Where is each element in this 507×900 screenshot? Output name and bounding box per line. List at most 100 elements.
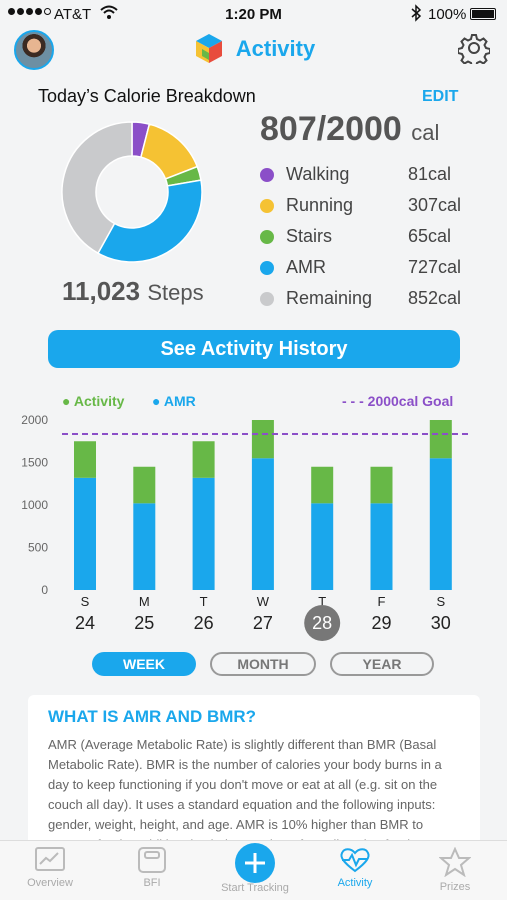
- legend-name: Walking: [286, 164, 350, 184]
- donut-slice-amr: [96, 179, 203, 263]
- chart-legend-activity-label: Activity: [73, 393, 125, 409]
- bar-amr: [133, 503, 156, 590]
- calorie-total: 807/2000 cal: [260, 110, 439, 149]
- calorie-total-unit: cal: [411, 120, 440, 145]
- battery-percent: 100%: [428, 6, 467, 23]
- heart-pulse-icon: [340, 848, 370, 873]
- week-toggle[interactable]: WEEK: [92, 652, 196, 676]
- y-tick-label: 2000: [21, 413, 48, 427]
- calorie-total-value: 807/2000: [260, 110, 402, 148]
- legend-value: 65cal: [408, 226, 452, 246]
- legend-value: 852cal: [408, 288, 462, 308]
- legend-row-stairs: Stairs 65cal: [258, 222, 478, 253]
- bluetooth-icon: [411, 4, 422, 22]
- tab-bfi[interactable]: BFI: [102, 847, 202, 889]
- breakdown-title: Today’s Calorie Breakdown: [38, 86, 256, 106]
- tab-prizes[interactable]: Prizes: [405, 847, 505, 893]
- start-tracking-button[interactable]: [235, 843, 275, 883]
- x-tick-date[interactable]: 24: [75, 613, 95, 633]
- y-tick-label: 500: [28, 541, 48, 555]
- amr-dot: [260, 261, 274, 275]
- x-tick-day: F: [378, 594, 386, 609]
- chart-legend-goal: - - - 2000cal Goal: [342, 393, 454, 409]
- x-tick-date[interactable]: 28: [312, 613, 332, 633]
- see-activity-history-button[interactable]: See Activity History: [48, 330, 460, 368]
- carrier-label: AT&T: [54, 6, 92, 23]
- battery-icon: [470, 8, 496, 20]
- month-toggle[interactable]: MONTH: [210, 652, 316, 676]
- bar-amr: [429, 458, 452, 590]
- legend-name: Remaining: [286, 288, 373, 308]
- y-tick-label: 1500: [21, 456, 48, 470]
- edit-button[interactable]: EDIT: [422, 88, 459, 105]
- x-tick-date[interactable]: 29: [371, 613, 391, 633]
- start-tracking-label: Start Tracking: [221, 882, 289, 894]
- legend-value: 307cal: [408, 195, 462, 215]
- selected-date-marker[interactable]: [304, 605, 341, 641]
- bar-activity: [251, 420, 274, 459]
- legend-name: Running: [286, 195, 354, 215]
- legend-value: 727cal: [408, 257, 462, 277]
- x-tick-day: W: [257, 594, 270, 609]
- remaining-dot: [260, 292, 274, 306]
- calorie-legend: Walking 81cal Running 307cal Stairs 65ca…: [258, 160, 478, 315]
- tab-activity[interactable]: Activity: [305, 847, 405, 889]
- x-tick-date[interactable]: 25: [134, 613, 154, 633]
- page-title: Activity: [235, 36, 316, 61]
- legend-name: AMR: [286, 257, 326, 277]
- amr-info-card: WHAT IS AMR AND BMR? AMR (Average Metabo…: [28, 695, 480, 845]
- signal-icon: [8, 8, 51, 15]
- x-tick-date[interactable]: 30: [431, 613, 451, 633]
- tab-overview-label: Overview: [27, 877, 73, 889]
- x-tick-day: T: [318, 594, 326, 609]
- info-title: WHAT IS AMR AND BMR?: [48, 707, 257, 726]
- tab-activity-label: Activity: [337, 877, 373, 889]
- year-toggle[interactable]: YEAR: [330, 652, 434, 676]
- bar-activity: [429, 420, 452, 459]
- chart-icon: [35, 847, 65, 871]
- legend-row-running: Running 307cal: [258, 191, 478, 222]
- legend-name: Stairs: [286, 226, 333, 246]
- chart-legend-amr: ● AMR: [152, 393, 196, 409]
- tab-overview[interactable]: Overview: [0, 847, 100, 889]
- scale-icon: [138, 847, 166, 873]
- activity-bar-chart: 0 500 1000 1500 2000 S 24 M 25 T 26 W 27 T 28 F 29 S 30: [0, 385, 507, 645]
- tab-prizes-label: Prizes: [439, 881, 471, 893]
- legend-row-amr: AMR 727cal: [258, 253, 478, 284]
- chart-legend-goal-label: 2000cal Goal: [367, 393, 454, 409]
- bar-amr: [251, 458, 274, 590]
- bar-amr: [311, 503, 334, 590]
- running-dot: [260, 199, 274, 213]
- bar-activity: [74, 441, 96, 478]
- bar-activity: [133, 466, 156, 504]
- x-tick-date[interactable]: 27: [253, 613, 273, 633]
- chart-legend-activity: ● Activity: [62, 393, 125, 409]
- steps-unit: Steps: [147, 280, 204, 305]
- x-tick-day: S: [81, 594, 90, 609]
- stairs-dot: [260, 230, 274, 244]
- donut-slice-remaining: [61, 121, 133, 255]
- bar-activity: [192, 441, 215, 478]
- avatar[interactable]: [14, 30, 54, 70]
- gear-icon[interactable]: [458, 32, 490, 64]
- legend-row-remaining: Remaining 852cal: [258, 284, 478, 315]
- status-bar: AT&T 1:20 PM 100%: [0, 0, 507, 30]
- brand: Activity: [0, 32, 507, 66]
- steps-count: 11,023 Steps: [62, 276, 204, 307]
- y-tick-label: 1000: [21, 498, 48, 512]
- bar-amr: [370, 503, 393, 590]
- tab-bfi-label: BFI: [143, 877, 161, 889]
- bar-amr: [74, 477, 96, 590]
- x-tick-day: M: [139, 594, 150, 609]
- x-tick-date[interactable]: 26: [194, 613, 214, 633]
- wifi-icon: [100, 5, 118, 19]
- bar-amr: [192, 477, 215, 590]
- app-logo-icon: [195, 34, 222, 63]
- chart-legend-amr-label: AMR: [163, 393, 196, 409]
- legend-value: 81cal: [408, 164, 452, 184]
- bar-activity: [370, 466, 393, 504]
- plus-icon: [245, 853, 265, 873]
- header: Activity: [0, 30, 507, 78]
- legend-row-walking: Walking 81cal: [258, 160, 478, 191]
- y-tick-label: 0: [41, 583, 48, 597]
